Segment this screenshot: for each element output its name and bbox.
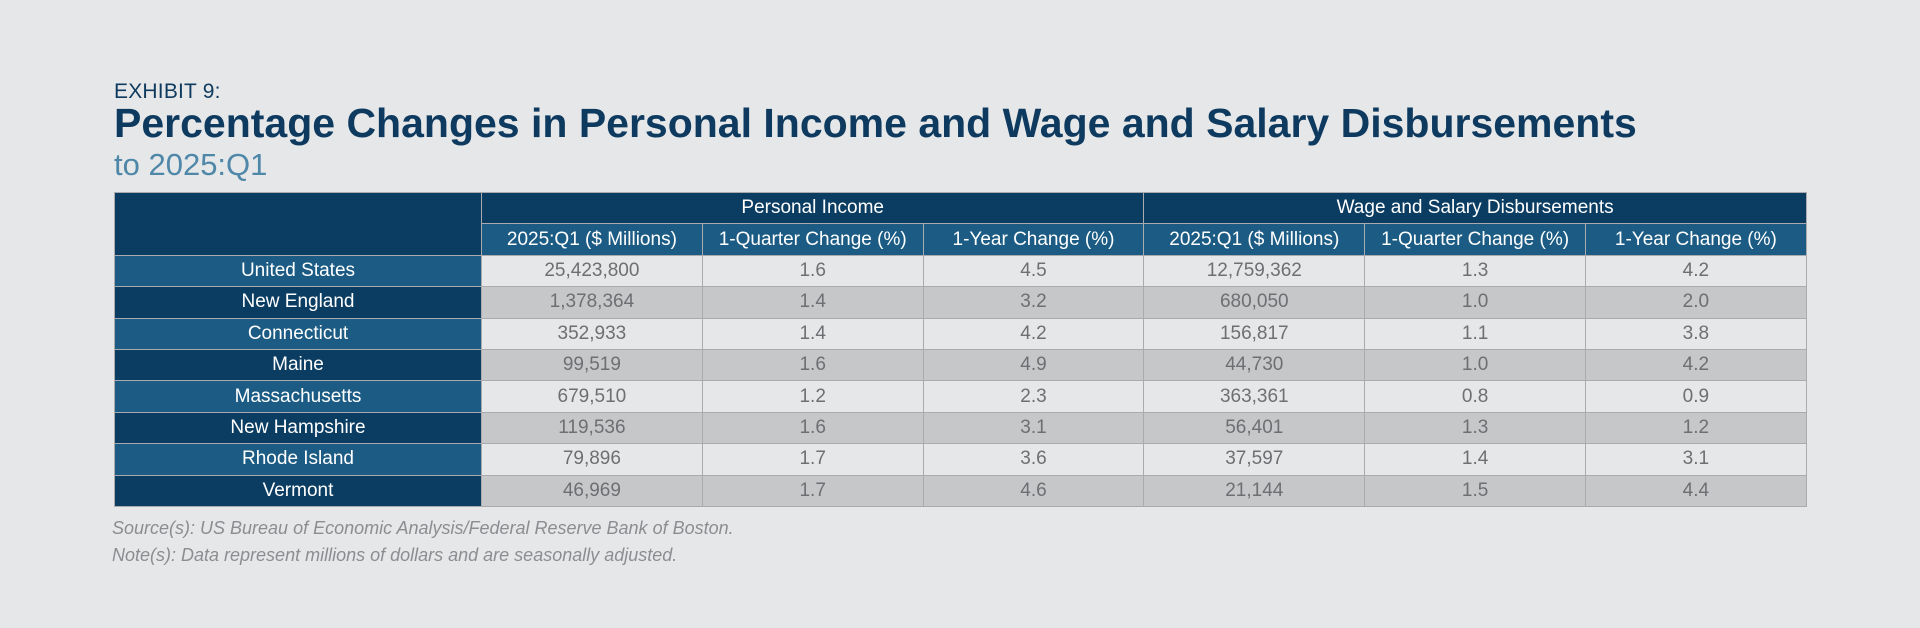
data-cell: 680,050 <box>1143 286 1366 319</box>
data-cell: 1.3 <box>1364 254 1586 288</box>
data-cell: 3.8 <box>1584 317 1807 350</box>
data-cell: 1.6 <box>701 348 924 382</box>
data-cell: 44,730 <box>1143 348 1366 382</box>
data-cell: 363,361 <box>1143 380 1366 413</box>
data-cell: 1.4 <box>1364 443 1586 476</box>
data-cell: 4.9 <box>922 348 1145 382</box>
data-cell: 12,759,362 <box>1143 254 1366 288</box>
data-cell: 1.6 <box>701 254 924 288</box>
column-header: 1-Quarter Change (%) <box>1364 223 1586 256</box>
group-header-wage-salary: Wage and Salary Disbursements <box>1143 191 1807 225</box>
table-row: Massachusetts 679,510 1.2 2.3 363,361 0.8 0.9 <box>114 380 1807 413</box>
footnotes: Source(s): US Bureau of Economic Analysi… <box>112 515 734 569</box>
data-cell: 1.7 <box>701 443 924 476</box>
data-cell: 3.1 <box>1584 443 1807 476</box>
column-header-row: 2025:Q1 ($ Millions) 1-Quarter Change (%… <box>115 223 1807 256</box>
data-cell: 37,597 <box>1143 443 1366 476</box>
income-table: Personal Income Wage and Salary Disburse… <box>114 191 1807 507</box>
data-cell: 46,969 <box>481 474 703 507</box>
group-header-row: Personal Income Wage and Salary Disburse… <box>114 191 1807 256</box>
row-label: Massachusetts <box>114 380 482 413</box>
data-cell: 0.9 <box>1584 380 1807 413</box>
data-note: Note(s): Data represent millions of doll… <box>112 545 678 565</box>
data-cell: 3.1 <box>922 411 1145 445</box>
data-cell: 56,401 <box>1143 411 1366 445</box>
data-cell: 4.6 <box>922 474 1145 507</box>
table-row: Maine 99,519 1.6 4.9 44,730 1.0 4.2 <box>114 348 1807 382</box>
data-cell: 156,817 <box>1143 317 1366 350</box>
data-cell: 1.1 <box>1364 317 1586 350</box>
data-cell: 1.4 <box>701 286 924 319</box>
group-header-personal-income: Personal Income <box>480 191 1145 225</box>
data-cell: 3.2 <box>922 286 1145 319</box>
exhibit-label: EXHIBIT 9: <box>114 80 221 103</box>
data-cell: 4.2 <box>1584 348 1807 382</box>
column-header: 2025:Q1 ($ Millions) <box>1143 223 1366 256</box>
data-cell: 1.5 <box>1364 474 1586 507</box>
data-cell: 0.8 <box>1364 380 1586 413</box>
data-cell: 352,933 <box>481 317 703 350</box>
data-cell: 119,536 <box>481 411 703 445</box>
data-cell: 4.4 <box>1584 474 1807 507</box>
source-note: Source(s): US Bureau of Economic Analysi… <box>112 518 734 538</box>
data-cell: 1.7 <box>701 474 924 507</box>
table-row: New Hampshire 119,536 1.6 3.1 56,401 1.3 1.2 <box>114 411 1807 445</box>
data-cell: 1.6 <box>701 411 924 445</box>
data-cell: 3.6 <box>922 443 1145 476</box>
data-cell: 79,896 <box>481 443 703 476</box>
corner-cell <box>114 192 482 256</box>
data-cell: 4.2 <box>922 317 1145 350</box>
row-label: Vermont <box>114 474 482 507</box>
data-cell: 21,144 <box>1143 474 1366 507</box>
table-row: Connecticut 352,933 1.4 4.2 156,817 1.1 3.8 <box>114 317 1807 350</box>
data-cell: 1.2 <box>1584 411 1807 445</box>
table-body: United States 25,423,800 1.6 4.5 12,759,362 1… <box>114 254 1807 507</box>
table-row: Vermont 46,969 1.7 4.6 21,144 1.5 4.4 <box>114 474 1807 507</box>
column-header: 1-Year Change (%) <box>1584 223 1807 256</box>
data-cell: 2.0 <box>1584 286 1807 319</box>
column-header: 1-Quarter Change (%) <box>701 223 924 256</box>
data-cell: 1,378,364 <box>481 286 703 319</box>
data-cell: 1.3 <box>1364 411 1586 445</box>
column-header: 1-Year Change (%) <box>922 223 1145 256</box>
data-cell: 2.3 <box>922 380 1145 413</box>
data-cell: 99,519 <box>481 348 703 382</box>
table-row: New England 1,378,364 1.4 3.2 680,050 1.0 2.0 <box>114 286 1807 319</box>
chart-subtitle: to 2025:Q1 <box>114 147 268 182</box>
data-cell: 1.2 <box>701 380 924 413</box>
data-cell: 1.0 <box>1364 286 1586 319</box>
row-label: New England <box>114 286 482 319</box>
data-cell: 679,510 <box>481 380 703 413</box>
table-row: United States 25,423,800 1.6 4.5 12,759,362 1… <box>114 254 1807 288</box>
data-cell: 4.5 <box>922 254 1145 288</box>
chart-title: Percentage Changes in Personal Income an… <box>114 100 1637 146</box>
data-cell: 1.0 <box>1364 348 1586 382</box>
row-label: Connecticut <box>114 317 482 350</box>
data-cell: 4.2 <box>1584 254 1807 288</box>
row-label: United States <box>114 254 482 288</box>
column-header: 2025:Q1 ($ Millions) <box>481 223 703 256</box>
table-row: Rhode Island 79,896 1.7 3.6 37,597 1.4 3.1 <box>114 443 1807 476</box>
data-cell: 25,423,800 <box>481 254 703 288</box>
row-label: New Hampshire <box>114 411 482 445</box>
data-cell: 1.4 <box>701 317 924 350</box>
row-label: Maine <box>114 348 482 382</box>
row-label: Rhode Island <box>114 443 482 476</box>
